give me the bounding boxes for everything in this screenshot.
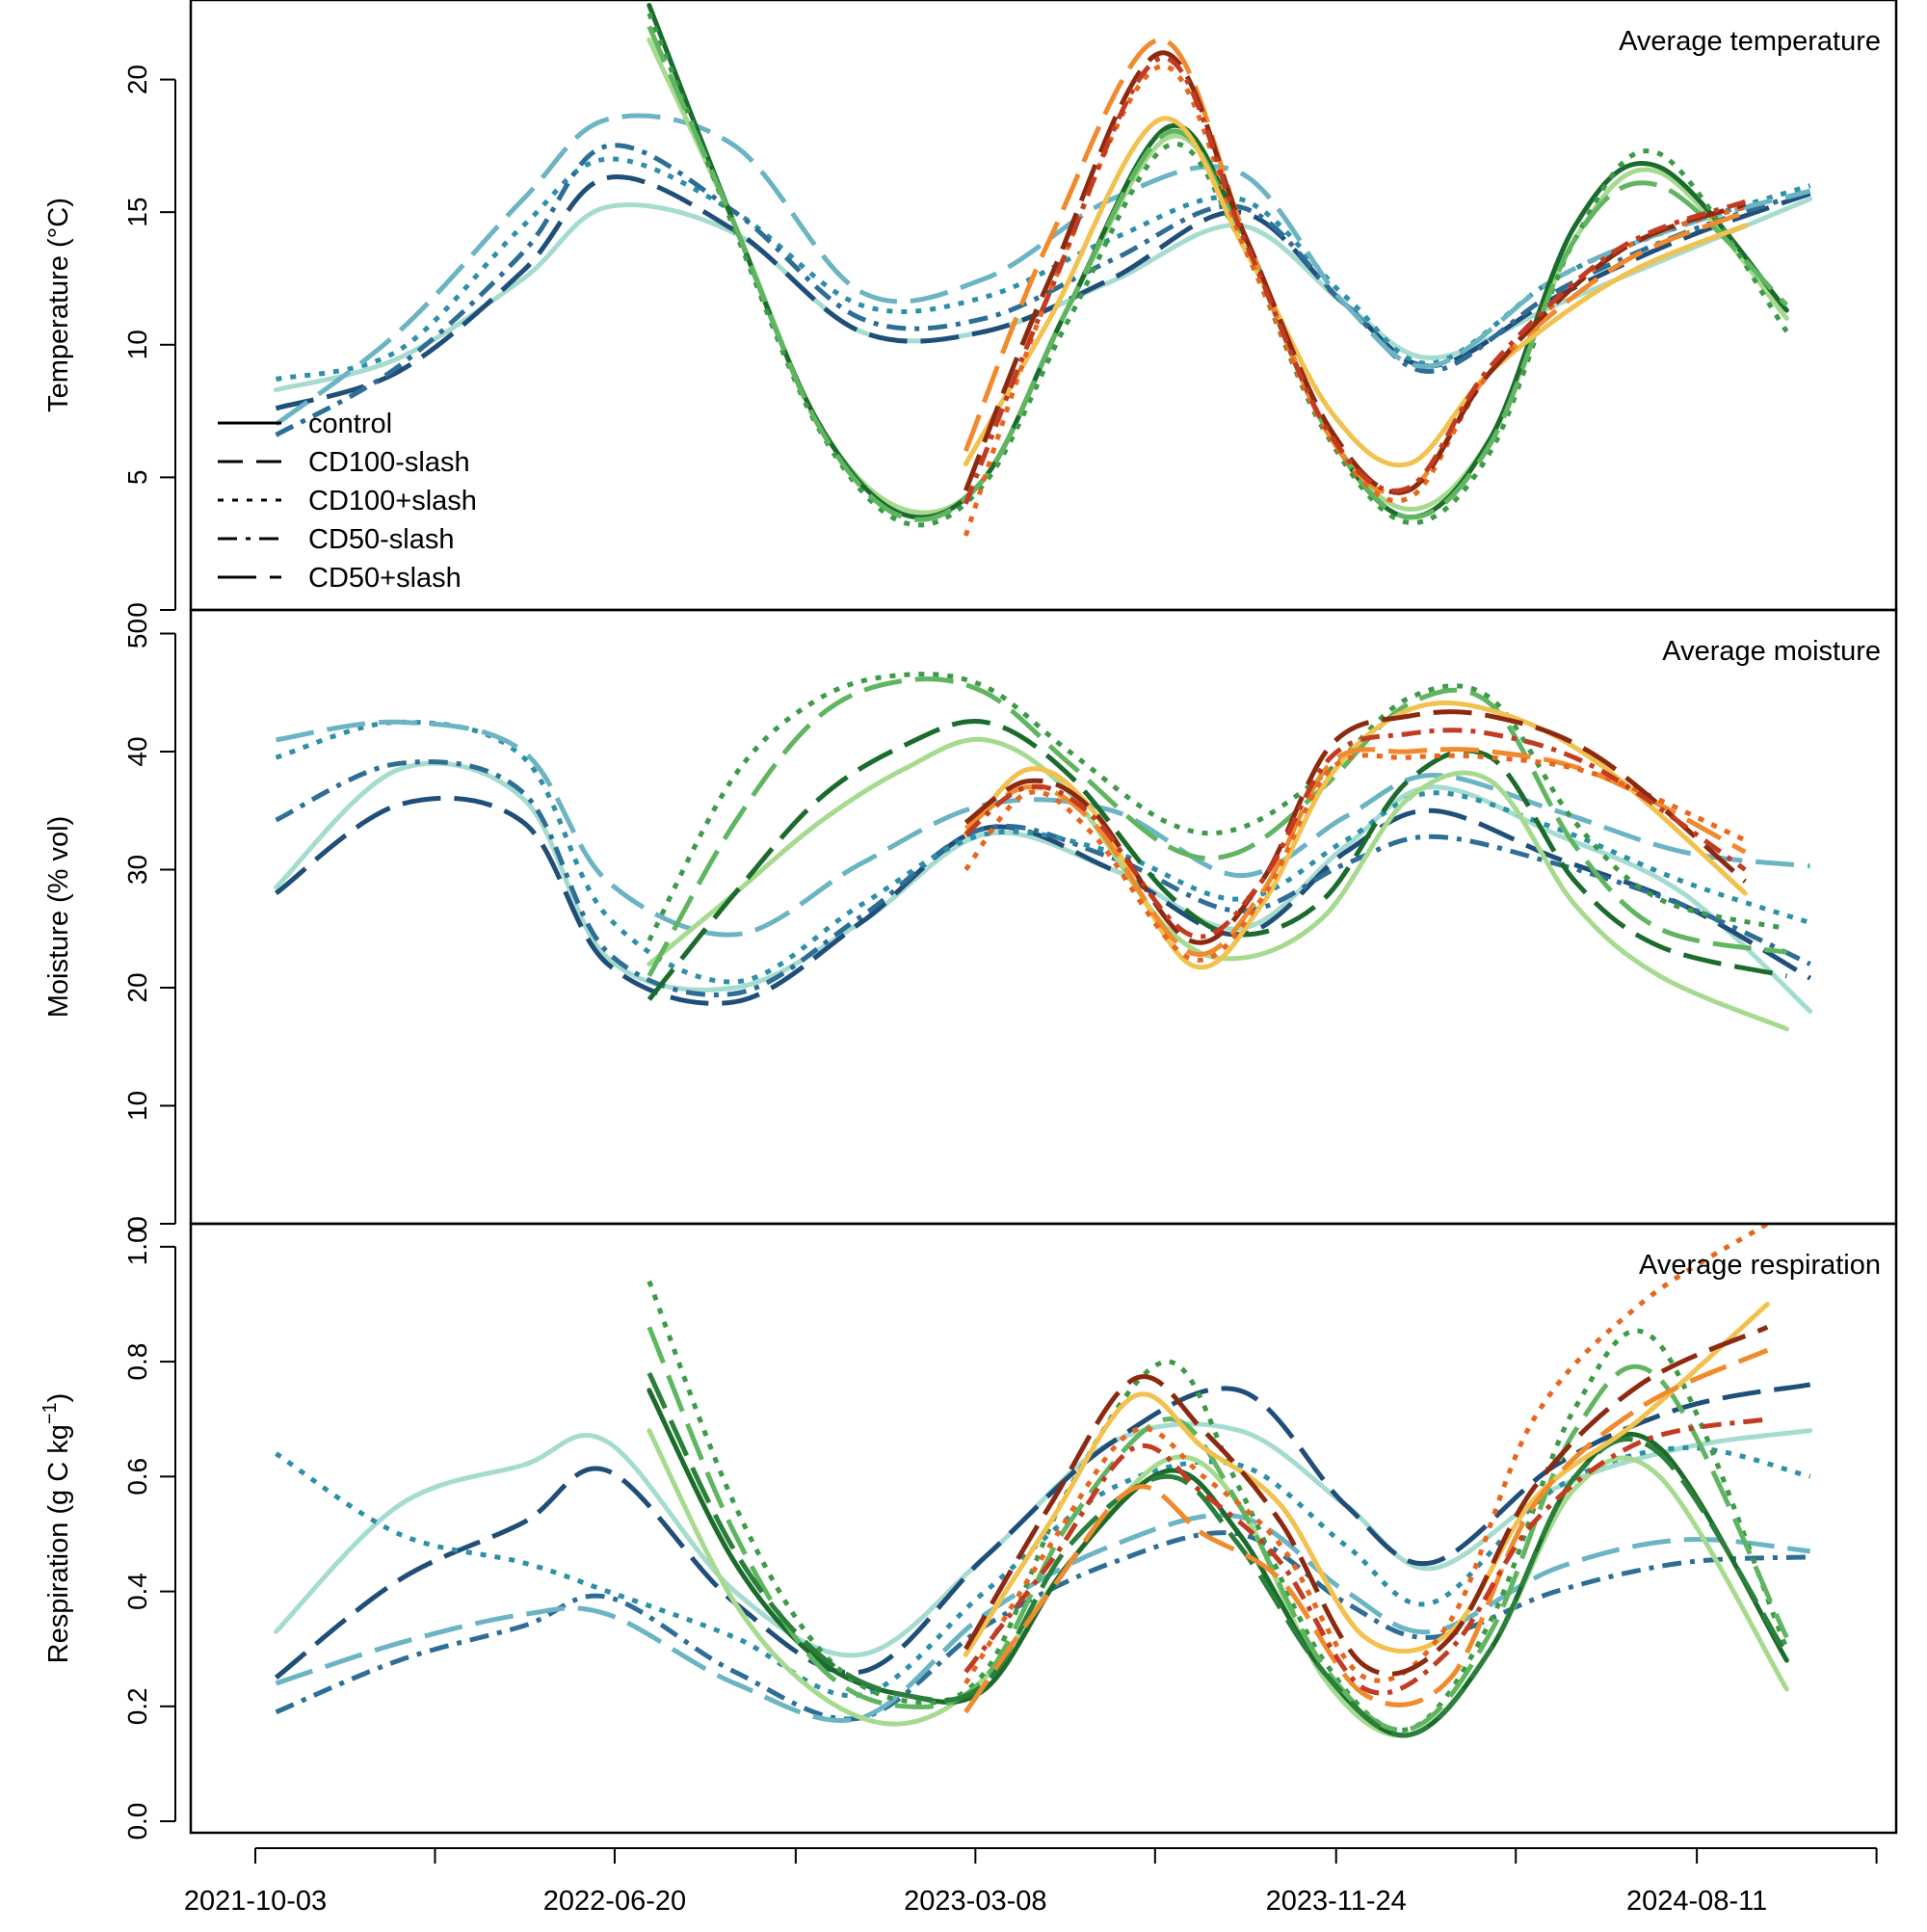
series-line-B-dotted-8 (647, 1280, 1789, 1734)
y-tick-label: 0.4 (122, 1573, 152, 1610)
y-tick-label: 15 (122, 198, 152, 227)
y-axis-label-end: ) (43, 1393, 74, 1403)
x-tick-label: 2021-10-03 (184, 1886, 327, 1917)
panel-3: 0.0 0.2 0.4 0.6 0.8 1.0 Respiration (g C kg−1)… (40, 1222, 1898, 1917)
series-line-C-solid-10 (963, 700, 1748, 970)
y-axis-label-text: Moisture (% vol) (43, 816, 74, 1019)
series-group (274, 3, 1813, 537)
y-tick-label: 20 (122, 972, 152, 1002)
series-line-A-longdash-2 (275, 795, 1811, 1006)
panel-frame (189, 1222, 1898, 1835)
series-line-B-solid-6 (647, 1428, 1789, 1738)
series-line-A-solid-1 (274, 760, 1813, 1014)
x-axis: 2021-10-03 2022-06-20 2023-03-08 2023-11-24… (184, 1847, 1878, 1917)
y-axis-label: Moisture (% vol) (43, 816, 74, 1019)
y-tick-label: 0.0 (122, 1803, 152, 1840)
y-tick-label: 1.0 (122, 1228, 152, 1265)
panel-title: Average respiration (1639, 1250, 1881, 1281)
series-line-A-dotted-4 (275, 719, 1811, 985)
y-tick-label: 5 (122, 470, 152, 486)
x-tick-label: 2022-06-20 (543, 1886, 686, 1917)
series-line-C-solid-10 (963, 116, 1748, 468)
y-tick-label: 0.2 (122, 1687, 152, 1725)
panel-title: Average moisture (1662, 636, 1881, 667)
series-line-C-solid-11 (963, 1302, 1770, 1657)
series-line-B-longdash-7 (647, 718, 1787, 1001)
panel-2: 0 10 20 30 40 50 Moisture (% vol) Average moist… (43, 608, 1898, 1231)
series-line-C-longdash-13 (964, 709, 1747, 945)
series-line-C-dotdash-15 (964, 1416, 1768, 1696)
series-line-C-longdash-12 (964, 1347, 1769, 1714)
series-line-B-longdash-9 (647, 676, 1787, 978)
y-tick-label: 0.8 (122, 1343, 152, 1381)
legend-label: control (308, 409, 392, 439)
series-line-C-longdash-11 (964, 747, 1747, 957)
series-group (274, 672, 1813, 1032)
series-group (274, 1224, 1813, 1738)
y-axis-label: Respiration (g C kg−1) (40, 1393, 74, 1664)
series-line-A-dotdash-4 (275, 1530, 1810, 1722)
legend-label: CD100+slash (308, 486, 477, 516)
series-line-C-dotdash-14 (964, 728, 1747, 940)
series-line-C-longdash-11 (963, 37, 1747, 496)
panel-1: 0 5 10 15 20 Temperature (°C) Average temperat… (43, 0, 1898, 618)
panel-title: Average temperature (1619, 26, 1881, 57)
y-axis-label: Temperature (°C) (43, 198, 74, 412)
series-line-A-dotted-3 (275, 1444, 1811, 1699)
y-tick-label: 20 (122, 65, 152, 94)
y-tick-label: 40 (122, 736, 152, 766)
series-line-C-dotted-12 (964, 753, 1747, 963)
legend-label: CD50+slash (308, 563, 462, 594)
y-tick-label: 0 (122, 1216, 152, 1231)
y-axis-label-sup: −1 (40, 1402, 61, 1424)
y-tick-label: 10 (122, 1091, 152, 1121)
series-line-C-longdash-13 (963, 50, 1747, 495)
series-line-B-solid-7 (647, 3, 1789, 520)
y-tick-label: 30 (122, 855, 152, 885)
y-tick-label: 10 (122, 330, 152, 359)
series-line-A-dotdash-4 (275, 143, 1811, 437)
y-axis-label-text: Respiration (g C kg (43, 1424, 74, 1663)
series-line-A-longdash-2 (274, 1382, 1811, 1680)
x-tick-label: 2023-11-24 (1266, 1886, 1407, 1917)
series-line-A-dotdash-3 (275, 759, 1811, 998)
y-axis-label-text: Temperature (°C) (43, 198, 74, 412)
series-line-B-longdash-9 (647, 25, 1789, 522)
y-tick-label: 0.6 (122, 1458, 152, 1495)
series-line-C-dotdash-14 (963, 55, 1747, 505)
x-tick-label: 2023-03-08 (904, 1886, 1046, 1917)
legend-label: CD100-slash (308, 447, 470, 478)
legend-label: CD50-slash (308, 524, 455, 555)
series-line-B-longdash-10 (647, 1371, 1789, 1738)
series-line-A-longdash-5 (276, 719, 1810, 938)
y-tick-label: 50 (122, 619, 152, 648)
x-tick-label: 2024-08-11 (1626, 1886, 1767, 1917)
series-line-A-dotted-3 (275, 156, 1811, 383)
y-tick-label: 0 (122, 602, 152, 618)
series-line-A-longdash-5 (274, 113, 1811, 427)
series-line-B-longdash-9 (647, 1326, 1789, 1733)
series-line-C-longdash-14 (964, 1325, 1769, 1677)
legend: control CD100-slash CD100+slash CD50-slash C… (218, 409, 477, 594)
series-line-B-solid-6 (647, 37, 1789, 516)
